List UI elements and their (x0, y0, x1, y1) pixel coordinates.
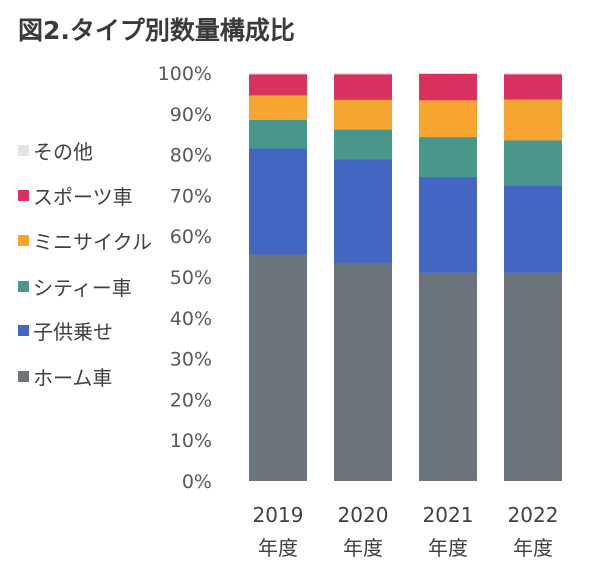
y-tick-label: 50% (170, 267, 212, 289)
x-tick-label-year: 2022 (508, 503, 559, 527)
y-tick-label: 100% (158, 63, 212, 85)
chart-title: 図2.タイプ別数量構成比 (18, 16, 295, 45)
y-tick-label: 0% (182, 471, 212, 493)
x-tick-label-year: 2019 (253, 503, 304, 527)
bar-segment (419, 100, 477, 138)
bar-segment (504, 185, 562, 273)
bar-segment (334, 73, 392, 75)
y-axis-ticks: 0% 10% 20% 30% 40% 50% 60% 70% 80% 90% 100% (158, 63, 212, 493)
legend-swatch (18, 190, 29, 201)
legend-swatch (18, 235, 29, 246)
bar-segment (504, 73, 562, 75)
bar-segment (249, 95, 307, 120)
x-axis-labels: 2019 年度 2020 年度 2021 年度 2022 年度 (253, 503, 559, 560)
x-tick-label-year: 2021 (423, 503, 474, 527)
y-tick-label: 80% (170, 145, 212, 167)
legend-label: ホーム車 (33, 366, 112, 390)
bar-segment (504, 99, 562, 141)
y-tick-label: 60% (170, 226, 212, 248)
y-tick-label: 70% (170, 185, 212, 207)
y-tick-label: 20% (170, 389, 212, 411)
legend-swatch (18, 325, 29, 336)
legend-label: スポーツ車 (33, 185, 133, 209)
x-tick-label-suffix: 年度 (343, 536, 383, 560)
legend-swatch (18, 145, 29, 156)
bar-segment (419, 73, 477, 74)
bar-segment (419, 137, 477, 178)
bar-segment (504, 140, 562, 186)
bar-segment (334, 159, 392, 264)
legend-label: シティー車 (33, 276, 132, 300)
y-tick-label: 90% (170, 104, 212, 126)
bar-segment (249, 148, 307, 255)
legend-label: ミニサイクル (33, 230, 152, 254)
x-tick-label-suffix: 年度 (258, 536, 298, 560)
y-tick-label: 30% (170, 349, 212, 371)
legend-swatch (18, 371, 29, 382)
bar-segment (334, 129, 392, 160)
bar-segment (419, 177, 477, 273)
bars (249, 73, 562, 481)
bar-segment (249, 254, 307, 481)
bar-segment (504, 272, 562, 481)
bar-segment (334, 263, 392, 481)
x-tick-label-year: 2020 (338, 503, 389, 527)
x-tick-label-suffix: 年度 (513, 536, 553, 560)
bar-segment (249, 74, 307, 96)
bar-segment (504, 74, 562, 100)
bar-segment (419, 73, 477, 101)
y-tick-label: 10% (170, 430, 212, 452)
legend-label: 子供乗せ (33, 320, 113, 344)
bar-segment (334, 74, 392, 100)
y-tick-label: 40% (170, 308, 212, 330)
bar-segment (249, 119, 307, 149)
legend-swatch (18, 281, 29, 292)
bar-segment (334, 99, 392, 130)
x-tick-label-suffix: 年度 (428, 536, 468, 560)
legend-label: その他 (33, 140, 93, 164)
bar-segment (249, 73, 307, 75)
bar-segment (419, 272, 477, 481)
